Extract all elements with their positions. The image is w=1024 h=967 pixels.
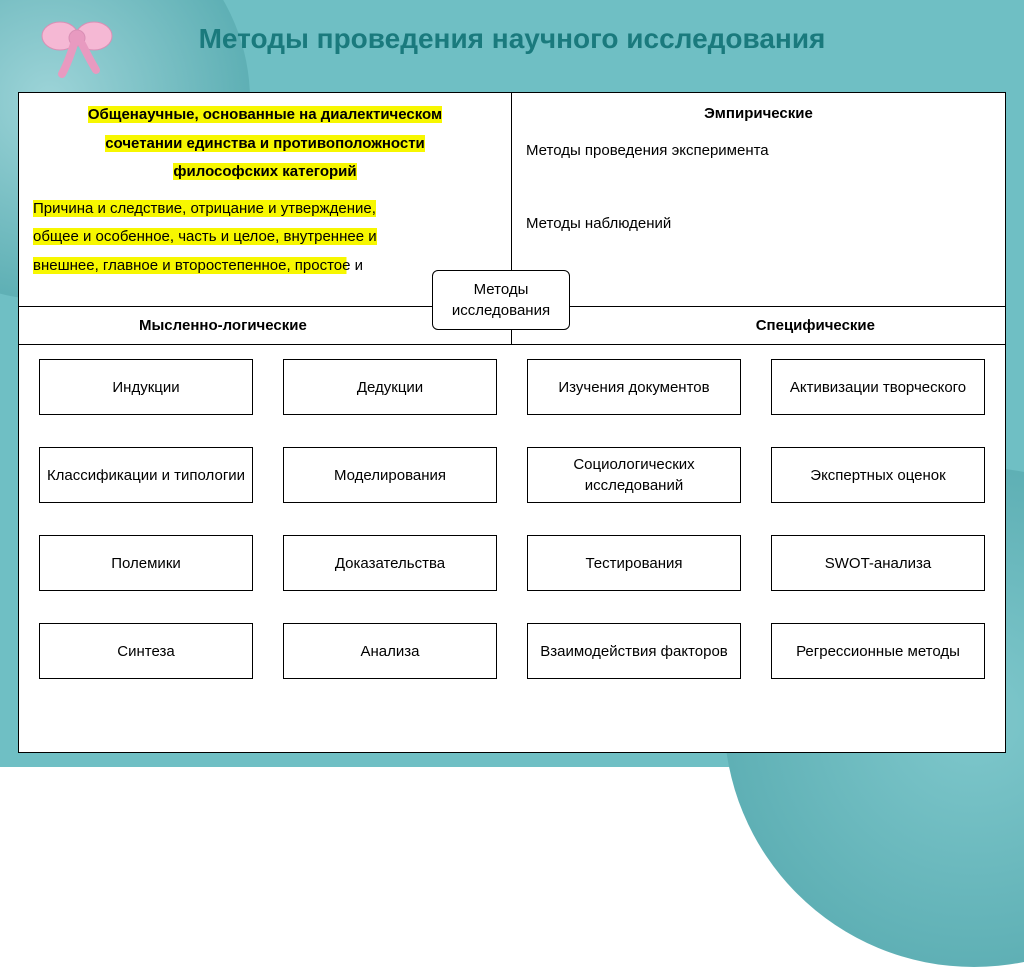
grid-row: Классификации и типологии Моделирования … bbox=[39, 447, 985, 503]
method-cell: Моделирования bbox=[283, 447, 497, 503]
grid-row: Синтеза Анализа Взаимодействия факторов … bbox=[39, 623, 985, 679]
center-methods-box: Методы исследования bbox=[432, 270, 570, 330]
specific-header: Специфические bbox=[512, 307, 1005, 344]
method-cell: Социологических исследований bbox=[527, 447, 741, 503]
hl-line: Причина и следствие, отрицание и утвержд… bbox=[33, 200, 376, 217]
bow-decoration bbox=[40, 18, 120, 83]
empirical-panel: Эмпирические Методы проведения экспериме… bbox=[512, 93, 1005, 306]
center-line: Методы bbox=[474, 281, 529, 298]
center-line: исследования bbox=[452, 302, 550, 319]
general-scientific-body: Причина и следствие, отрицание и утвержд… bbox=[33, 195, 497, 281]
hl-line: внешнее, главное и второстепенное, прост… bbox=[33, 257, 363, 274]
method-cell: Доказательства bbox=[283, 535, 497, 591]
method-cell: Анализа bbox=[283, 623, 497, 679]
method-cell: Дедукции bbox=[283, 359, 497, 415]
method-cell: Взаимодействия факторов bbox=[527, 623, 741, 679]
method-cell: Классификации и типологии bbox=[39, 447, 253, 503]
empirical-header: Эмпирические bbox=[526, 105, 991, 122]
page-title: Методы проведения научного исследования bbox=[0, 22, 1024, 56]
grid-row: Полемики Доказательства Тестирования SWO… bbox=[39, 535, 985, 591]
diagram-container: Общенаучные, основанные на диалектическо… bbox=[18, 92, 1006, 753]
method-cell: Регрессионные методы bbox=[771, 623, 985, 679]
method-cell: Тестирования bbox=[527, 535, 741, 591]
hl-line: сочетании единства и противоположности bbox=[105, 135, 425, 152]
empirical-line: Методы наблюдений bbox=[526, 215, 991, 232]
method-cell: Экспертных оценок bbox=[771, 447, 985, 503]
method-cell: Индукции bbox=[39, 359, 253, 415]
grid-row: Индукции Дедукции Изучения документов Ак… bbox=[39, 359, 985, 415]
methods-grid: Индукции Дедукции Изучения документов Ак… bbox=[19, 345, 1005, 689]
method-cell: Синтеза bbox=[39, 623, 253, 679]
method-cell: Активизации творческого bbox=[771, 359, 985, 415]
general-scientific-header: Общенаучные, основанные на диалектическо… bbox=[33, 101, 497, 187]
empirical-line: Методы проведения эксперимента bbox=[526, 142, 991, 159]
hl-line: Общенаучные, основанные на диалектическо… bbox=[88, 106, 442, 123]
hl-line: философских категорий bbox=[173, 163, 356, 180]
method-cell: SWOT-анализа bbox=[771, 535, 985, 591]
method-cell: Изучения документов bbox=[527, 359, 741, 415]
hl-line: общее и особенное, часть и целое, внутре… bbox=[33, 228, 377, 245]
method-cell: Полемики bbox=[39, 535, 253, 591]
